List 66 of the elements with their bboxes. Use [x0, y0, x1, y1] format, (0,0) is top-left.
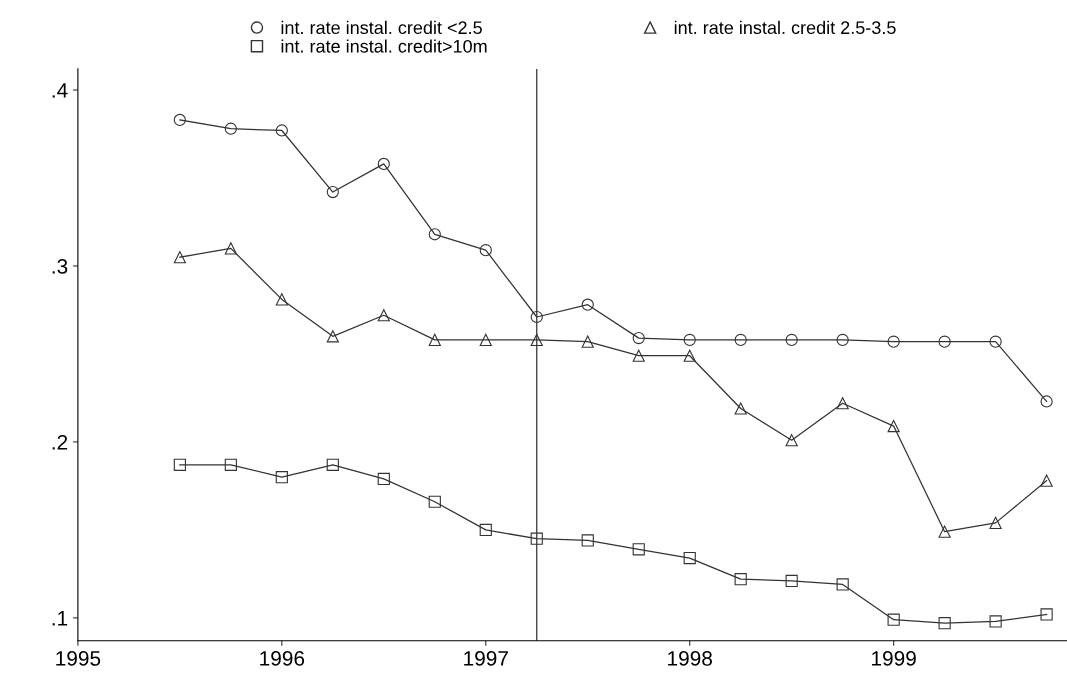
point [479, 244, 492, 257]
point [734, 573, 747, 586]
point [326, 185, 339, 199]
point [938, 525, 951, 538]
point [428, 333, 441, 346]
point [785, 333, 798, 346]
point [734, 402, 747, 415]
point [632, 349, 645, 362]
point [173, 113, 186, 127]
point [530, 310, 543, 324]
point [275, 471, 288, 484]
point [989, 335, 1002, 348]
point [887, 419, 900, 433]
point [224, 122, 237, 135]
point [836, 397, 849, 410]
x-tick-label: 1995 [56, 651, 101, 666]
point [887, 613, 900, 626]
point [479, 333, 492, 346]
y-tick-label: .3 [52, 258, 68, 274]
point [224, 458, 237, 471]
x-tick-label: 1998 [668, 651, 712, 666]
point [836, 333, 849, 346]
point [938, 617, 951, 630]
x-tick-label: 1996 [260, 651, 305, 666]
point [581, 534, 594, 547]
point [224, 242, 237, 255]
point [275, 124, 288, 137]
legend-label: int. rate instal. credit>10m [281, 39, 487, 53]
point [377, 157, 390, 171]
point [428, 495, 441, 508]
point [173, 458, 186, 471]
legend-label: int. rate instal. credit 2.5-3.5 [674, 20, 896, 35]
point [683, 551, 696, 565]
point [326, 330, 339, 343]
point [785, 434, 798, 447]
point [836, 578, 849, 591]
point [632, 332, 645, 345]
point [989, 516, 1002, 529]
point [275, 293, 288, 306]
point [1040, 608, 1053, 621]
point [683, 333, 696, 346]
point [479, 523, 492, 537]
y-tick-label: .4 [52, 83, 68, 98]
point [530, 333, 543, 346]
point [785, 574, 798, 588]
point [683, 349, 696, 362]
point [377, 472, 390, 485]
point [1040, 395, 1053, 408]
point [632, 543, 645, 556]
legend-label: int. rate instal. credit <2.5 [281, 20, 482, 35]
point [530, 532, 543, 545]
point [734, 333, 747, 346]
point [887, 335, 900, 348]
y-tick-label: .2 [52, 434, 68, 450]
y-tick-label: .1 [52, 611, 68, 626]
point [428, 228, 441, 241]
point [377, 309, 390, 322]
x-tick-label: 1999 [872, 651, 916, 666]
point [581, 298, 594, 311]
x-tick-label: 1997 [464, 651, 508, 666]
point [173, 251, 186, 264]
point [581, 335, 594, 348]
point [938, 335, 951, 348]
point [326, 458, 339, 471]
point [989, 615, 1002, 628]
point [1040, 474, 1053, 487]
